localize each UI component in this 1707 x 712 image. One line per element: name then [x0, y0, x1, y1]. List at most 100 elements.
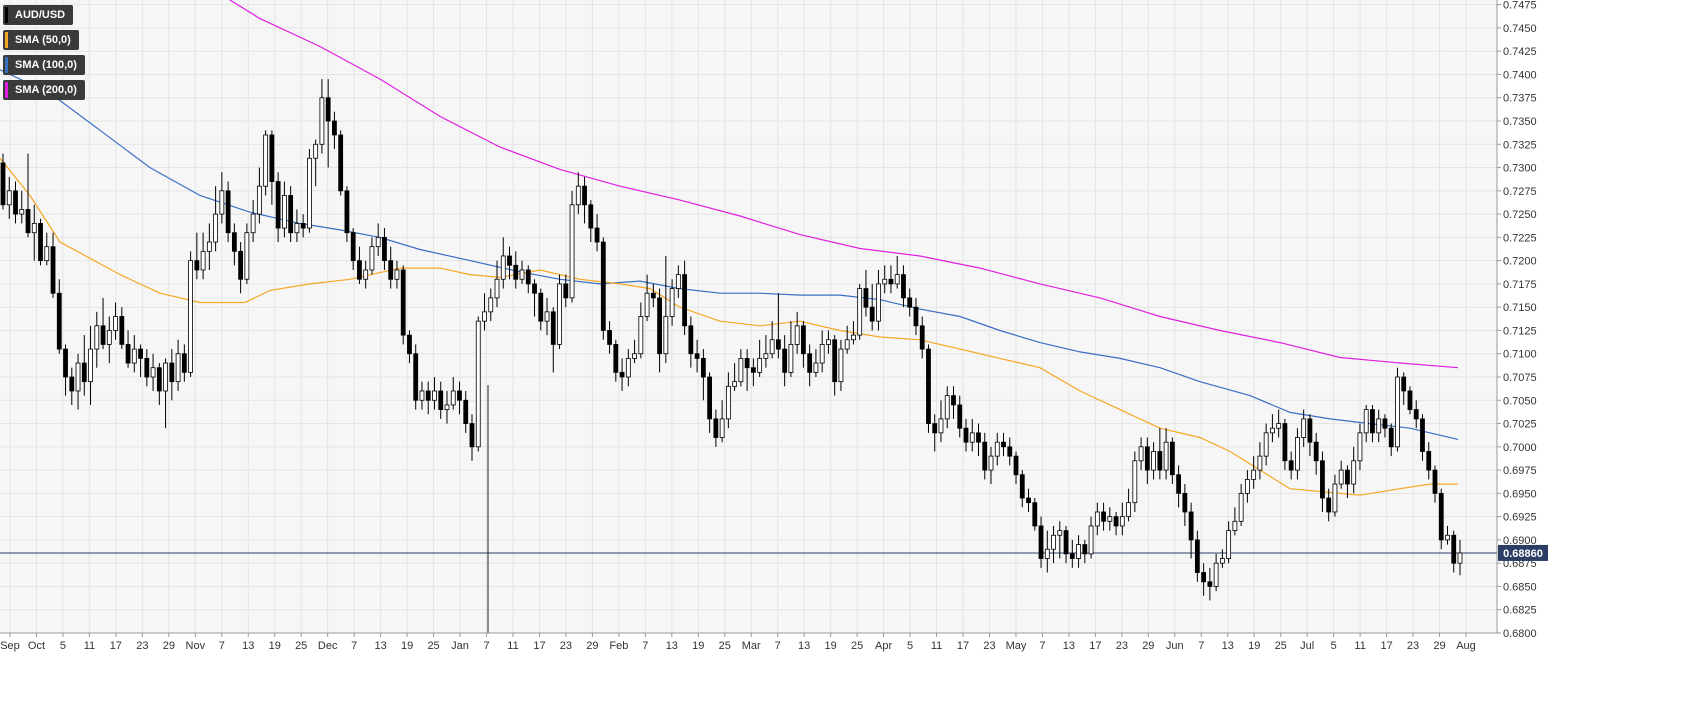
candle — [550, 307, 556, 373]
candle — [256, 167, 262, 224]
y-axis: 0.7475 0.7450 0.7425 0.7400 0.7375 0.7350 0.73… — [1496, 0, 1537, 640]
candle-body — [1357, 432, 1363, 462]
candle-body — [231, 232, 237, 252]
candle-body — [1163, 441, 1169, 471]
candle-body — [919, 325, 925, 350]
candle-body — [663, 316, 669, 355]
candle — [363, 260, 369, 289]
candle — [382, 228, 387, 270]
candle — [225, 181, 231, 243]
candle-body — [1088, 525, 1094, 555]
candle-body — [738, 357, 744, 383]
candle-body — [81, 362, 87, 383]
candle — [675, 265, 681, 298]
candle-body — [513, 264, 519, 280]
candle — [544, 297, 550, 336]
candle — [375, 223, 381, 256]
legend-item-sma-200[interactable]: SMA (200,0) — [3, 80, 85, 100]
candle-body — [0, 162, 6, 206]
candle — [1244, 470, 1250, 503]
candle — [1388, 423, 1394, 457]
candle — [1363, 404, 1369, 443]
x-tick-label: 23 — [1407, 640, 1419, 652]
candle-body — [450, 390, 456, 406]
candle-body — [569, 204, 575, 299]
candle-body — [1038, 525, 1044, 559]
x-tick-label: 11 — [507, 640, 518, 652]
candle — [119, 307, 125, 350]
candle — [413, 344, 419, 410]
candle — [350, 228, 356, 270]
candle-body — [150, 367, 156, 378]
candle-body — [350, 232, 356, 262]
x-tick-label: 11 — [931, 640, 942, 652]
candle — [969, 418, 975, 452]
candle-body — [1226, 530, 1232, 559]
candle — [131, 335, 137, 373]
candle-body — [507, 255, 512, 266]
candle — [1226, 521, 1232, 564]
candle-body — [469, 423, 475, 448]
candle — [569, 190, 575, 303]
candle — [525, 265, 531, 294]
y-tick-label: 0.6825 — [1503, 605, 1537, 617]
y-tick-label: 0.7000 — [1503, 442, 1537, 454]
candle-body — [31, 223, 37, 234]
candle — [738, 349, 744, 387]
candle-body — [63, 348, 68, 378]
candle — [357, 246, 362, 284]
candle — [775, 293, 781, 359]
candle — [826, 330, 831, 354]
candle — [1288, 451, 1294, 480]
candle — [1019, 470, 1025, 508]
candle-body — [119, 316, 125, 345]
legend-item-sma-50[interactable]: SMA (50,0) — [3, 30, 79, 50]
candle-body — [38, 223, 43, 262]
legend-swatch — [5, 82, 8, 98]
candle — [419, 381, 425, 410]
y-tick-label: 0.7425 — [1503, 46, 1537, 58]
legend-item-sma-100[interactable]: SMA (100,0) — [3, 55, 85, 75]
candle-body — [388, 260, 394, 280]
x-tick-label: 23 — [983, 640, 995, 652]
candle-body — [763, 353, 769, 359]
x-tick-label: 25 — [427, 640, 439, 652]
candle-body — [894, 274, 900, 285]
candle-body — [732, 381, 738, 387]
candle — [1057, 521, 1063, 559]
candle-body — [432, 390, 437, 401]
y-tick-label: 0.6875 — [1503, 558, 1537, 570]
candle — [688, 316, 694, 368]
candle-body — [131, 348, 137, 364]
candle — [582, 176, 587, 224]
candle — [1451, 530, 1457, 573]
candle — [25, 153, 31, 238]
candle — [1301, 409, 1307, 447]
candle-body — [88, 348, 93, 383]
legend-swatch — [5, 57, 8, 73]
x-tick-label: 13 — [666, 640, 678, 652]
y-tick-label: 0.7175 — [1503, 279, 1537, 291]
candle-body — [782, 348, 788, 373]
candle-body — [725, 385, 731, 420]
candle — [844, 325, 850, 354]
candle — [1382, 414, 1388, 438]
x-tick-label: 19 — [401, 640, 413, 652]
candle — [869, 283, 875, 331]
candle-body — [1263, 432, 1269, 457]
candle — [1119, 502, 1125, 536]
candle-body — [694, 353, 700, 359]
candle-body — [638, 316, 644, 355]
candle — [1282, 418, 1288, 471]
candles — [0, 79, 1463, 601]
candle — [300, 214, 306, 238]
candle-body — [357, 260, 362, 280]
legend-item-audusd[interactable]: AUD/USD — [3, 5, 74, 25]
candle — [694, 339, 700, 373]
candle — [1026, 488, 1031, 512]
y-tick-label: 0.7125 — [1503, 325, 1537, 337]
candle-body — [1276, 423, 1282, 429]
candle — [794, 311, 800, 354]
candle — [1257, 442, 1263, 480]
